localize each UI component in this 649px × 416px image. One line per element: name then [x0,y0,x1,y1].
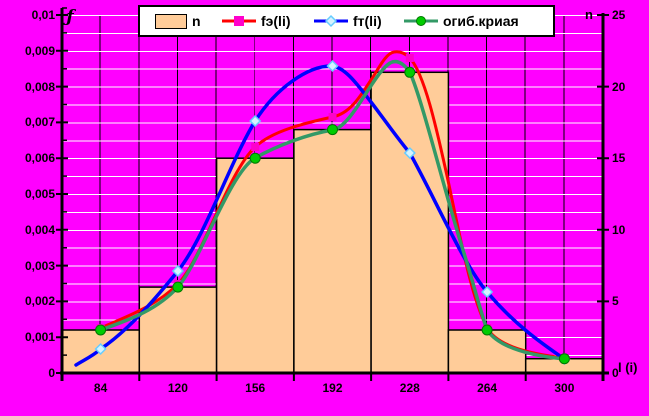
x-tick-label: 300 [554,381,574,395]
x-tick-label: 192 [322,381,342,395]
legend-label: fэ(li) [261,13,291,29]
legend-label: n [192,13,201,29]
diamond-marker-icon [94,342,107,356]
left-tick-label: 0,006 [25,151,55,165]
left-tick-label: 0,002 [25,294,55,308]
left-axis-major-ticks [56,14,68,374]
blue-line-diamond-icon [314,14,348,28]
diamond-marker-icon [326,59,339,73]
x-tick-label: 156 [245,381,265,395]
circle-marker-icon [404,66,416,78]
left-axis-minor-ticks [62,7,67,356]
circle-marker-icon [481,324,493,336]
x-tick-label: 264 [477,381,497,395]
legend-item-n[interactable]: n [155,7,201,35]
right-axis-title: n [585,7,593,22]
x-tick-label: 120 [168,381,188,395]
bar-192 [293,128,372,374]
legend-item-envelope[interactable]: огиб.криая [404,7,519,35]
legend-label: огиб.криая [443,13,519,29]
legend-item-fe[interactable]: fэ(li) [222,7,291,35]
diamond-marker-icon [249,114,262,128]
bar-264 [447,329,527,374]
right-tick-label: 25 [612,8,626,22]
green-line-circle-icon [404,16,438,26]
left-tick-label: 0,005 [25,187,55,201]
diamond-marker-icon [403,146,416,160]
bar-120 [138,286,218,374]
left-tick-label: 0,001 [25,330,55,344]
bar-swatch-icon [155,13,187,29]
square-marker-icon [328,113,337,121]
left-tick-label: 0,004 [25,223,55,237]
left-tick-label: 0,008 [25,80,55,94]
envelope-curve [98,59,567,361]
left-tick-label: 0,007 [25,115,55,129]
circle-marker-icon [172,281,184,293]
bar-series-n [61,71,604,374]
right-tick-label: 20 [612,80,626,94]
legend-label: fт(li) [353,13,382,29]
right-tick-label: 0 [612,366,619,380]
chart-legend[interactable]: n fэ(li) fт(li) огиб.криая [138,5,555,37]
left-tick-label: 0,009 [25,44,55,58]
circle-marker-icon [327,124,338,136]
left-tick-label: 0,01 [32,8,56,22]
legend-item-ft[interactable]: fт(li) [314,7,382,35]
bottom-axis-ticks [138,373,527,381]
right-tick-label: 15 [612,151,626,165]
circle-marker-icon [558,353,570,365]
right-axis-labels: 25 20 15 10 5 0 [612,8,626,380]
x-axis-title: l (i) [618,360,638,375]
x-tick-label: 228 [400,381,420,395]
diamond-marker-icon [171,264,184,278]
x-tick-label: 84 [94,381,108,395]
bottom-axis-labels: 84 120 156 192 228 264 300 [94,381,575,395]
left-tick-label: 0 [48,366,55,380]
diamond-markers [94,59,571,366]
circle-markers [95,66,570,365]
right-tick-label: 10 [612,223,626,237]
circle-marker-icon [249,152,261,164]
right-tick-label: 5 [612,294,619,308]
red-line-square-icon [222,16,256,26]
left-axis-labels: 0,01 0,009 0,008 0,007 0,006 0,005 0,004… [25,8,55,380]
circle-marker-icon [95,324,107,336]
square-marker-icon [251,143,260,151]
left-axis-title: ƒ [62,7,76,27]
left-tick-label: 0,003 [25,259,55,273]
square-marker-icon [405,54,414,62]
right-axis-major-ticks [597,14,609,374]
diamond-marker-icon [481,285,494,299]
